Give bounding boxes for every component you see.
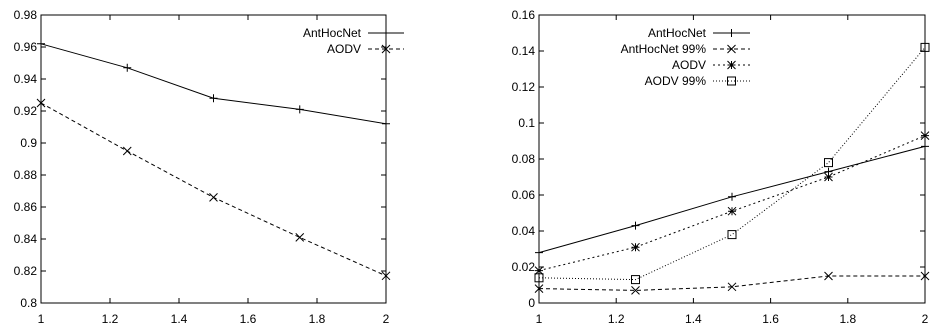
data-point (209, 193, 218, 202)
data-point (920, 131, 930, 140)
y-tick-label: 0.94 (14, 72, 38, 86)
y-tick-label: 0.14 (512, 44, 536, 58)
x-tick-label: 1.4 (171, 312, 188, 326)
data-point (631, 286, 640, 295)
y-tick-label: 0.98 (14, 8, 38, 22)
legend-marker (727, 76, 736, 86)
legend-label: AntHocNet (303, 26, 362, 40)
x-tick-label: 1 (38, 312, 45, 326)
data-point (631, 275, 640, 285)
data-point (920, 42, 930, 52)
x-tick-label: 2 (383, 312, 390, 326)
data-point (123, 63, 132, 72)
y-tick-label: 0 (528, 296, 535, 310)
data-point (727, 282, 737, 292)
data-point (824, 172, 833, 182)
x-tick-label: 1.2 (102, 312, 119, 326)
y-tick-label: 0.8 (20, 296, 37, 310)
x-tick-label: 1.6 (240, 312, 257, 326)
data-point (920, 271, 930, 281)
plot-frame (40, 14, 387, 304)
data-point (295, 105, 304, 114)
y-tick-label: 0.12 (512, 80, 536, 94)
series-2 (534, 271, 930, 295)
data-point (36, 98, 46, 108)
y-tick-label: 0.02 (512, 260, 536, 274)
legend-marker (382, 29, 390, 37)
y-tick-label: 0.92 (14, 104, 38, 118)
y-tick-label: 0.82 (14, 264, 38, 278)
y-tick-label: 0.08 (512, 152, 536, 166)
data-point (824, 271, 833, 281)
data-point (921, 142, 929, 151)
legend-marker (727, 44, 736, 54)
series-1 (37, 39, 390, 128)
x-tick-label: 1 (536, 312, 543, 326)
legend-marker (381, 44, 391, 54)
y-tick-label: 0.04 (512, 224, 536, 238)
data-point (728, 192, 736, 201)
data-point (382, 119, 390, 128)
series-line (538, 47, 926, 281)
series-line (538, 275, 925, 291)
y-tick-label: 0.16 (512, 8, 536, 22)
plot-frame (538, 14, 926, 304)
data-point (631, 221, 640, 230)
data-point (727, 206, 737, 216)
x-tick-label: 2 (922, 312, 929, 326)
legend-label: AntHocNet 99% (621, 42, 707, 56)
chart-2: 0 0.02 0.04 0.06 0.08 0.1 0.12 0.14 0.16 1 1.2 1.4 1… (512, 8, 930, 326)
data-point (209, 94, 218, 103)
series-3 (534, 131, 930, 275)
legend-marker (727, 29, 736, 37)
data-point (824, 158, 833, 168)
y-tick-label: 0.06 (512, 188, 536, 202)
legend-label: AntHocNet (648, 26, 707, 40)
data-point (631, 242, 640, 252)
x-tick-label: 1.4 (685, 312, 702, 326)
y-tick-label: 0.1 (518, 116, 535, 130)
data-point (535, 248, 543, 257)
y-tick-label: 0.86 (14, 200, 38, 214)
data-point (37, 39, 45, 48)
x-tick-label: 1.8 (839, 312, 856, 326)
series-1 (535, 142, 929, 257)
data-point (727, 230, 737, 240)
data-point (534, 273, 544, 283)
x-tick-label: 1.2 (608, 312, 625, 326)
series-2 (36, 98, 391, 281)
x-tick-label: 1.8 (309, 312, 326, 326)
data-point (534, 284, 544, 293)
series-line (40, 102, 387, 277)
y-tick-label: 0.96 (14, 40, 38, 54)
series-line (538, 135, 926, 272)
y-tick-label: 0.9 (20, 136, 37, 150)
legend-marker (727, 60, 736, 70)
chart-1: 0.8 0.82 0.84 0.86 0.88 0.9 0.92 0.94 0.96 0.98 1 1… (14, 8, 404, 326)
series-4 (534, 42, 930, 285)
legend-label: AODV 99% (645, 74, 707, 88)
y-tick-label: 0.84 (14, 232, 38, 246)
data-point (295, 233, 305, 242)
data-point (381, 271, 391, 281)
legend-label: AODV (327, 42, 361, 56)
y-tick-label: 0.88 (14, 168, 38, 182)
legend-label: AODV (672, 58, 706, 72)
x-tick-label: 1.6 (762, 312, 779, 326)
data-point (122, 146, 132, 156)
data-point (534, 266, 544, 275)
